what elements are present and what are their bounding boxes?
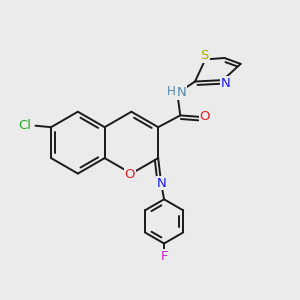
Text: Cl: Cl	[18, 118, 31, 132]
Text: N: N	[220, 76, 230, 89]
Text: O: O	[200, 110, 210, 123]
Text: S: S	[200, 50, 209, 62]
Text: N: N	[177, 86, 187, 99]
Text: H: H	[167, 85, 176, 98]
Text: F: F	[160, 250, 168, 262]
Text: O: O	[125, 168, 135, 181]
Text: N: N	[157, 177, 167, 190]
